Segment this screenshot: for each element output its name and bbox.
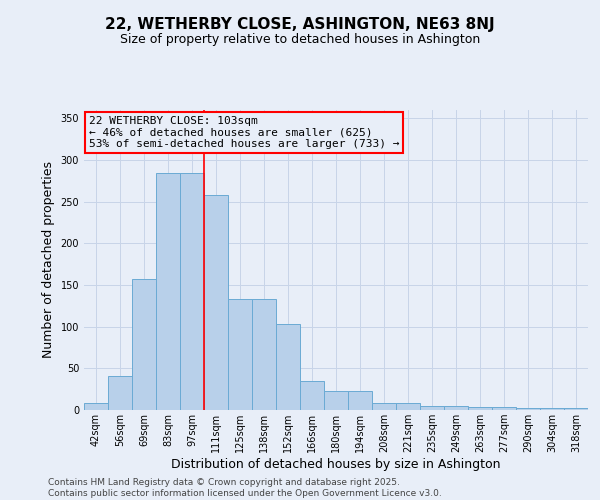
Bar bbox=[420, 406, 444, 410]
Bar bbox=[372, 404, 396, 410]
Bar bbox=[300, 381, 324, 410]
Bar bbox=[396, 404, 420, 410]
Text: 22, WETHERBY CLOSE, ASHINGTON, NE63 8NJ: 22, WETHERBY CLOSE, ASHINGTON, NE63 8NJ bbox=[105, 18, 495, 32]
Bar bbox=[84, 404, 108, 410]
Text: Size of property relative to detached houses in Ashington: Size of property relative to detached ho… bbox=[120, 32, 480, 46]
Bar bbox=[492, 406, 516, 410]
Text: 22 WETHERBY CLOSE: 103sqm
← 46% of detached houses are smaller (625)
53% of semi: 22 WETHERBY CLOSE: 103sqm ← 46% of detac… bbox=[89, 116, 400, 149]
Bar bbox=[444, 406, 468, 410]
X-axis label: Distribution of detached houses by size in Ashington: Distribution of detached houses by size … bbox=[171, 458, 501, 471]
Bar bbox=[228, 299, 252, 410]
Y-axis label: Number of detached properties: Number of detached properties bbox=[42, 162, 55, 358]
Bar bbox=[156, 172, 180, 410]
Bar bbox=[204, 195, 228, 410]
Bar bbox=[108, 376, 132, 410]
Bar bbox=[252, 299, 276, 410]
Bar bbox=[540, 408, 564, 410]
Bar bbox=[132, 279, 156, 410]
Text: Contains HM Land Registry data © Crown copyright and database right 2025.
Contai: Contains HM Land Registry data © Crown c… bbox=[48, 478, 442, 498]
Bar bbox=[324, 391, 348, 410]
Bar bbox=[468, 406, 492, 410]
Bar bbox=[180, 172, 204, 410]
Bar bbox=[276, 324, 300, 410]
Bar bbox=[516, 408, 540, 410]
Bar bbox=[348, 391, 372, 410]
Bar bbox=[564, 408, 588, 410]
